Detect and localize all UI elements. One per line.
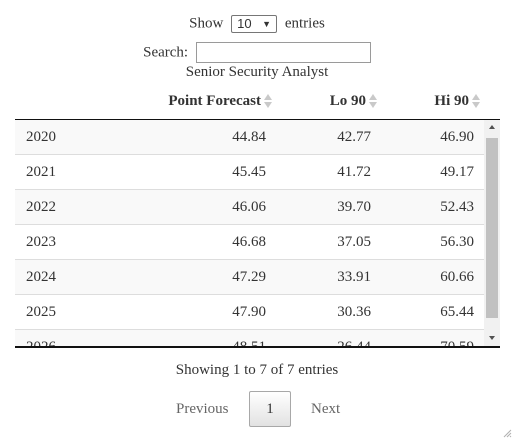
cell-year: 2026 <box>26 330 56 346</box>
column-header-point-forecast[interactable]: Point Forecast <box>168 86 272 116</box>
next-button[interactable]: Next <box>311 401 341 417</box>
previous-button[interactable]: Previous <box>176 401 229 417</box>
scrollbar-thumb[interactable] <box>486 138 498 318</box>
cell-point-forecast: 46.68 <box>232 234 266 250</box>
table-row: 2022 46.06 39.70 52.43 <box>15 189 500 224</box>
search-control: Search: <box>0 41 514 64</box>
cell-year: 2022 <box>26 199 56 215</box>
page-1-button[interactable]: 1 <box>249 391 291 427</box>
cell-lo-90: 39.70 <box>337 199 371 215</box>
cell-hi-90: 60.66 <box>440 269 474 285</box>
cell-point-forecast: 45.45 <box>232 164 266 180</box>
length-control: Show 10 ▼ entries <box>0 13 514 34</box>
table-row: 2025 47.90 30.36 65.44 <box>15 294 500 329</box>
column-header-hi-90[interactable]: Hi 90 <box>434 86 480 116</box>
search-label: Search: <box>143 44 189 61</box>
cell-hi-90: 49.17 <box>440 164 474 180</box>
scroll-up-arrow-icon[interactable] <box>484 120 500 136</box>
sort-both-icon <box>264 93 272 108</box>
column-header-label: Lo 90 <box>329 93 366 109</box>
table-header: Point Forecast Lo 90 Hi 90 <box>15 86 500 120</box>
show-label: Show <box>189 15 224 32</box>
cell-point-forecast: 44.84 <box>232 129 266 145</box>
table-row: 2023 46.68 37.05 56.30 <box>15 224 500 259</box>
table-row: 2026 48.51 26.44 70.59 <box>15 329 500 346</box>
cell-hi-90: 46.90 <box>440 129 474 145</box>
page-length-value: 10 <box>237 15 252 31</box>
cell-point-forecast: 47.90 <box>232 304 266 320</box>
cell-point-forecast: 48.51 <box>232 330 266 346</box>
cell-lo-90: 37.05 <box>337 234 371 250</box>
entries-label: entries <box>284 15 325 32</box>
table-info: Showing 1 to 7 of 7 entries <box>175 362 339 378</box>
column-header-label: Point Forecast <box>168 93 261 109</box>
resize-grip-icon[interactable] <box>502 428 512 438</box>
cell-hi-90: 65.44 <box>440 304 474 320</box>
cell-year: 2023 <box>26 234 56 250</box>
sort-both-icon <box>369 93 377 108</box>
page-length-select[interactable]: 10 ▼ <box>231 14 278 33</box>
cell-point-forecast: 47.29 <box>232 269 266 285</box>
column-header-lo-90[interactable]: Lo 90 <box>330 86 377 116</box>
pagination: Previous 1 Next <box>0 391 514 427</box>
table-caption: Senior Security Analyst <box>185 64 329 80</box>
table-row: 2020 44.84 42.77 46.90 <box>15 120 500 154</box>
table-row: 2024 47.29 33.91 60.66 <box>15 259 500 294</box>
cell-lo-90: 30.36 <box>337 304 371 320</box>
search-input[interactable] <box>195 42 371 64</box>
table-body[interactable]: 2020 44.84 42.77 46.90 2021 45.45 41.72 … <box>15 120 500 346</box>
cell-lo-90: 33.91 <box>337 269 371 285</box>
cell-year: 2021 <box>26 164 56 180</box>
cell-year: 2020 <box>26 129 56 145</box>
cell-hi-90: 70.59 <box>440 330 474 346</box>
table-row: 2021 45.45 41.72 49.17 <box>15 154 500 189</box>
table-bottom-border <box>15 346 500 348</box>
cell-year: 2025 <box>26 304 56 320</box>
table-scrollbar[interactable] <box>484 120 500 346</box>
column-header-label: Hi 90 <box>434 93 469 109</box>
caret-down-icon: ▼ <box>262 18 272 29</box>
sort-both-icon <box>472 93 480 108</box>
scroll-down-arrow-icon[interactable] <box>484 330 500 346</box>
cell-hi-90: 56.30 <box>440 234 474 250</box>
cell-lo-90: 42.77 <box>337 129 371 145</box>
cell-year: 2024 <box>26 269 56 285</box>
cell-lo-90: 41.72 <box>337 164 371 180</box>
cell-hi-90: 52.43 <box>440 199 474 215</box>
cell-lo-90: 26.44 <box>337 330 371 346</box>
cell-point-forecast: 46.06 <box>232 199 266 215</box>
